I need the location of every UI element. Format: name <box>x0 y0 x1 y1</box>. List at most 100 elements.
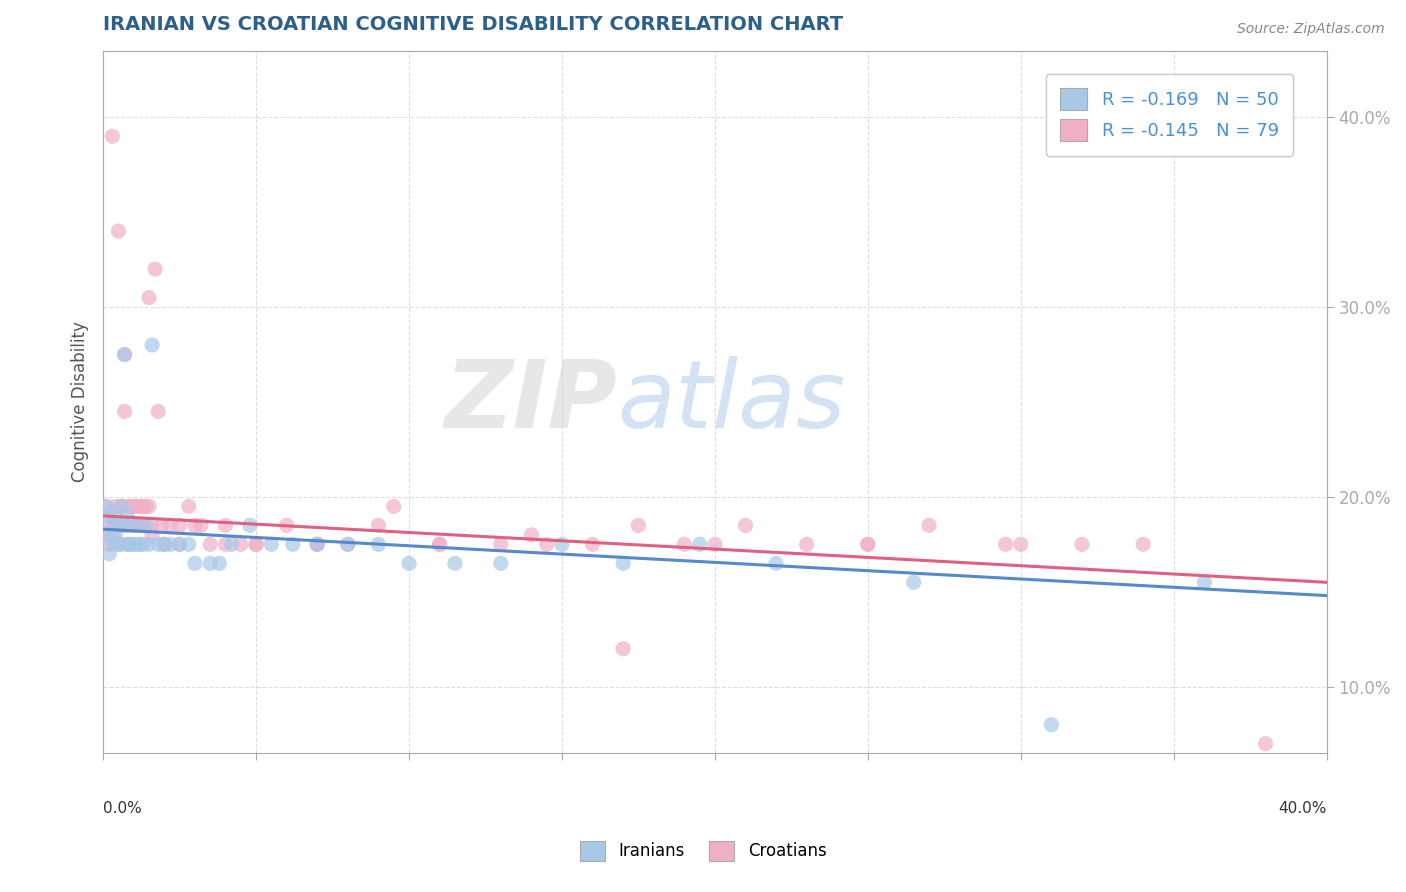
Point <box>104 537 127 551</box>
Point <box>198 557 221 571</box>
Point <box>120 537 142 551</box>
Point <box>101 129 124 144</box>
Point <box>627 518 650 533</box>
Point <box>138 500 160 514</box>
Text: 40.0%: 40.0% <box>1278 801 1327 815</box>
Point <box>536 537 558 551</box>
Point <box>796 537 818 551</box>
Point <box>104 500 127 514</box>
Point <box>367 518 389 533</box>
Point <box>122 518 145 533</box>
Point <box>444 557 467 571</box>
Point <box>1194 575 1216 590</box>
Text: atlas: atlas <box>617 357 845 448</box>
Point <box>689 537 711 551</box>
Text: IRANIAN VS CROATIAN COGNITIVE DISABILITY CORRELATION CHART: IRANIAN VS CROATIAN COGNITIVE DISABILITY… <box>103 15 844 34</box>
Point <box>138 291 160 305</box>
Point <box>276 518 298 533</box>
Point <box>122 537 145 551</box>
Point <box>148 404 170 418</box>
Legend: R = -0.169   N = 50, R = -0.145   N = 79: R = -0.169 N = 50, R = -0.145 N = 79 <box>1046 74 1294 156</box>
Point <box>159 537 181 551</box>
Point <box>429 537 451 551</box>
Point <box>135 500 157 514</box>
Point <box>104 528 127 542</box>
Point <box>114 518 136 533</box>
Point <box>110 500 132 514</box>
Point <box>1132 537 1154 551</box>
Point <box>141 338 163 352</box>
Point <box>125 500 148 514</box>
Point <box>429 537 451 551</box>
Point <box>214 537 236 551</box>
Point <box>551 537 574 551</box>
Point <box>336 537 359 551</box>
Point <box>245 537 267 551</box>
Point <box>141 528 163 542</box>
Point <box>117 518 139 533</box>
Point <box>117 500 139 514</box>
Point <box>581 537 603 551</box>
Point <box>125 518 148 533</box>
Point <box>107 537 129 551</box>
Point <box>114 347 136 361</box>
Point <box>307 537 329 551</box>
Point <box>765 557 787 571</box>
Text: 0.0%: 0.0% <box>103 801 142 815</box>
Point <box>994 537 1017 551</box>
Point <box>96 528 118 542</box>
Point <box>703 537 725 551</box>
Point <box>1254 737 1277 751</box>
Point <box>122 500 145 514</box>
Point <box>612 557 634 571</box>
Point <box>143 262 166 277</box>
Point <box>177 500 200 514</box>
Point <box>128 537 150 551</box>
Point <box>117 508 139 523</box>
Point <box>104 508 127 523</box>
Point <box>110 518 132 533</box>
Point <box>117 537 139 551</box>
Point <box>110 500 132 514</box>
Point <box>132 500 155 514</box>
Point <box>1010 537 1032 551</box>
Point <box>120 518 142 533</box>
Point <box>177 537 200 551</box>
Point <box>239 518 262 533</box>
Point <box>281 537 304 551</box>
Point <box>734 518 756 533</box>
Point <box>398 557 420 571</box>
Point <box>918 518 941 533</box>
Point <box>612 641 634 656</box>
Point <box>128 518 150 533</box>
Point <box>104 518 127 533</box>
Point <box>520 528 543 542</box>
Text: ZIP: ZIP <box>444 356 617 448</box>
Point <box>98 547 121 561</box>
Point <box>98 537 121 551</box>
Point <box>125 537 148 551</box>
Point <box>122 518 145 533</box>
Point <box>169 537 191 551</box>
Point <box>208 557 231 571</box>
Point <box>153 537 176 551</box>
Point <box>307 537 329 551</box>
Point <box>120 500 142 514</box>
Point <box>190 518 212 533</box>
Point <box>856 537 879 551</box>
Text: Source: ZipAtlas.com: Source: ZipAtlas.com <box>1237 22 1385 37</box>
Point <box>117 537 139 551</box>
Point <box>114 347 136 361</box>
Point <box>128 518 150 533</box>
Point <box>367 537 389 551</box>
Point <box>184 518 207 533</box>
Point <box>141 518 163 533</box>
Point <box>260 537 283 551</box>
Point <box>110 537 132 551</box>
Point <box>229 537 252 551</box>
Point <box>1040 717 1063 731</box>
Point <box>128 500 150 514</box>
Point <box>221 537 243 551</box>
Point <box>856 537 879 551</box>
Point <box>489 537 512 551</box>
